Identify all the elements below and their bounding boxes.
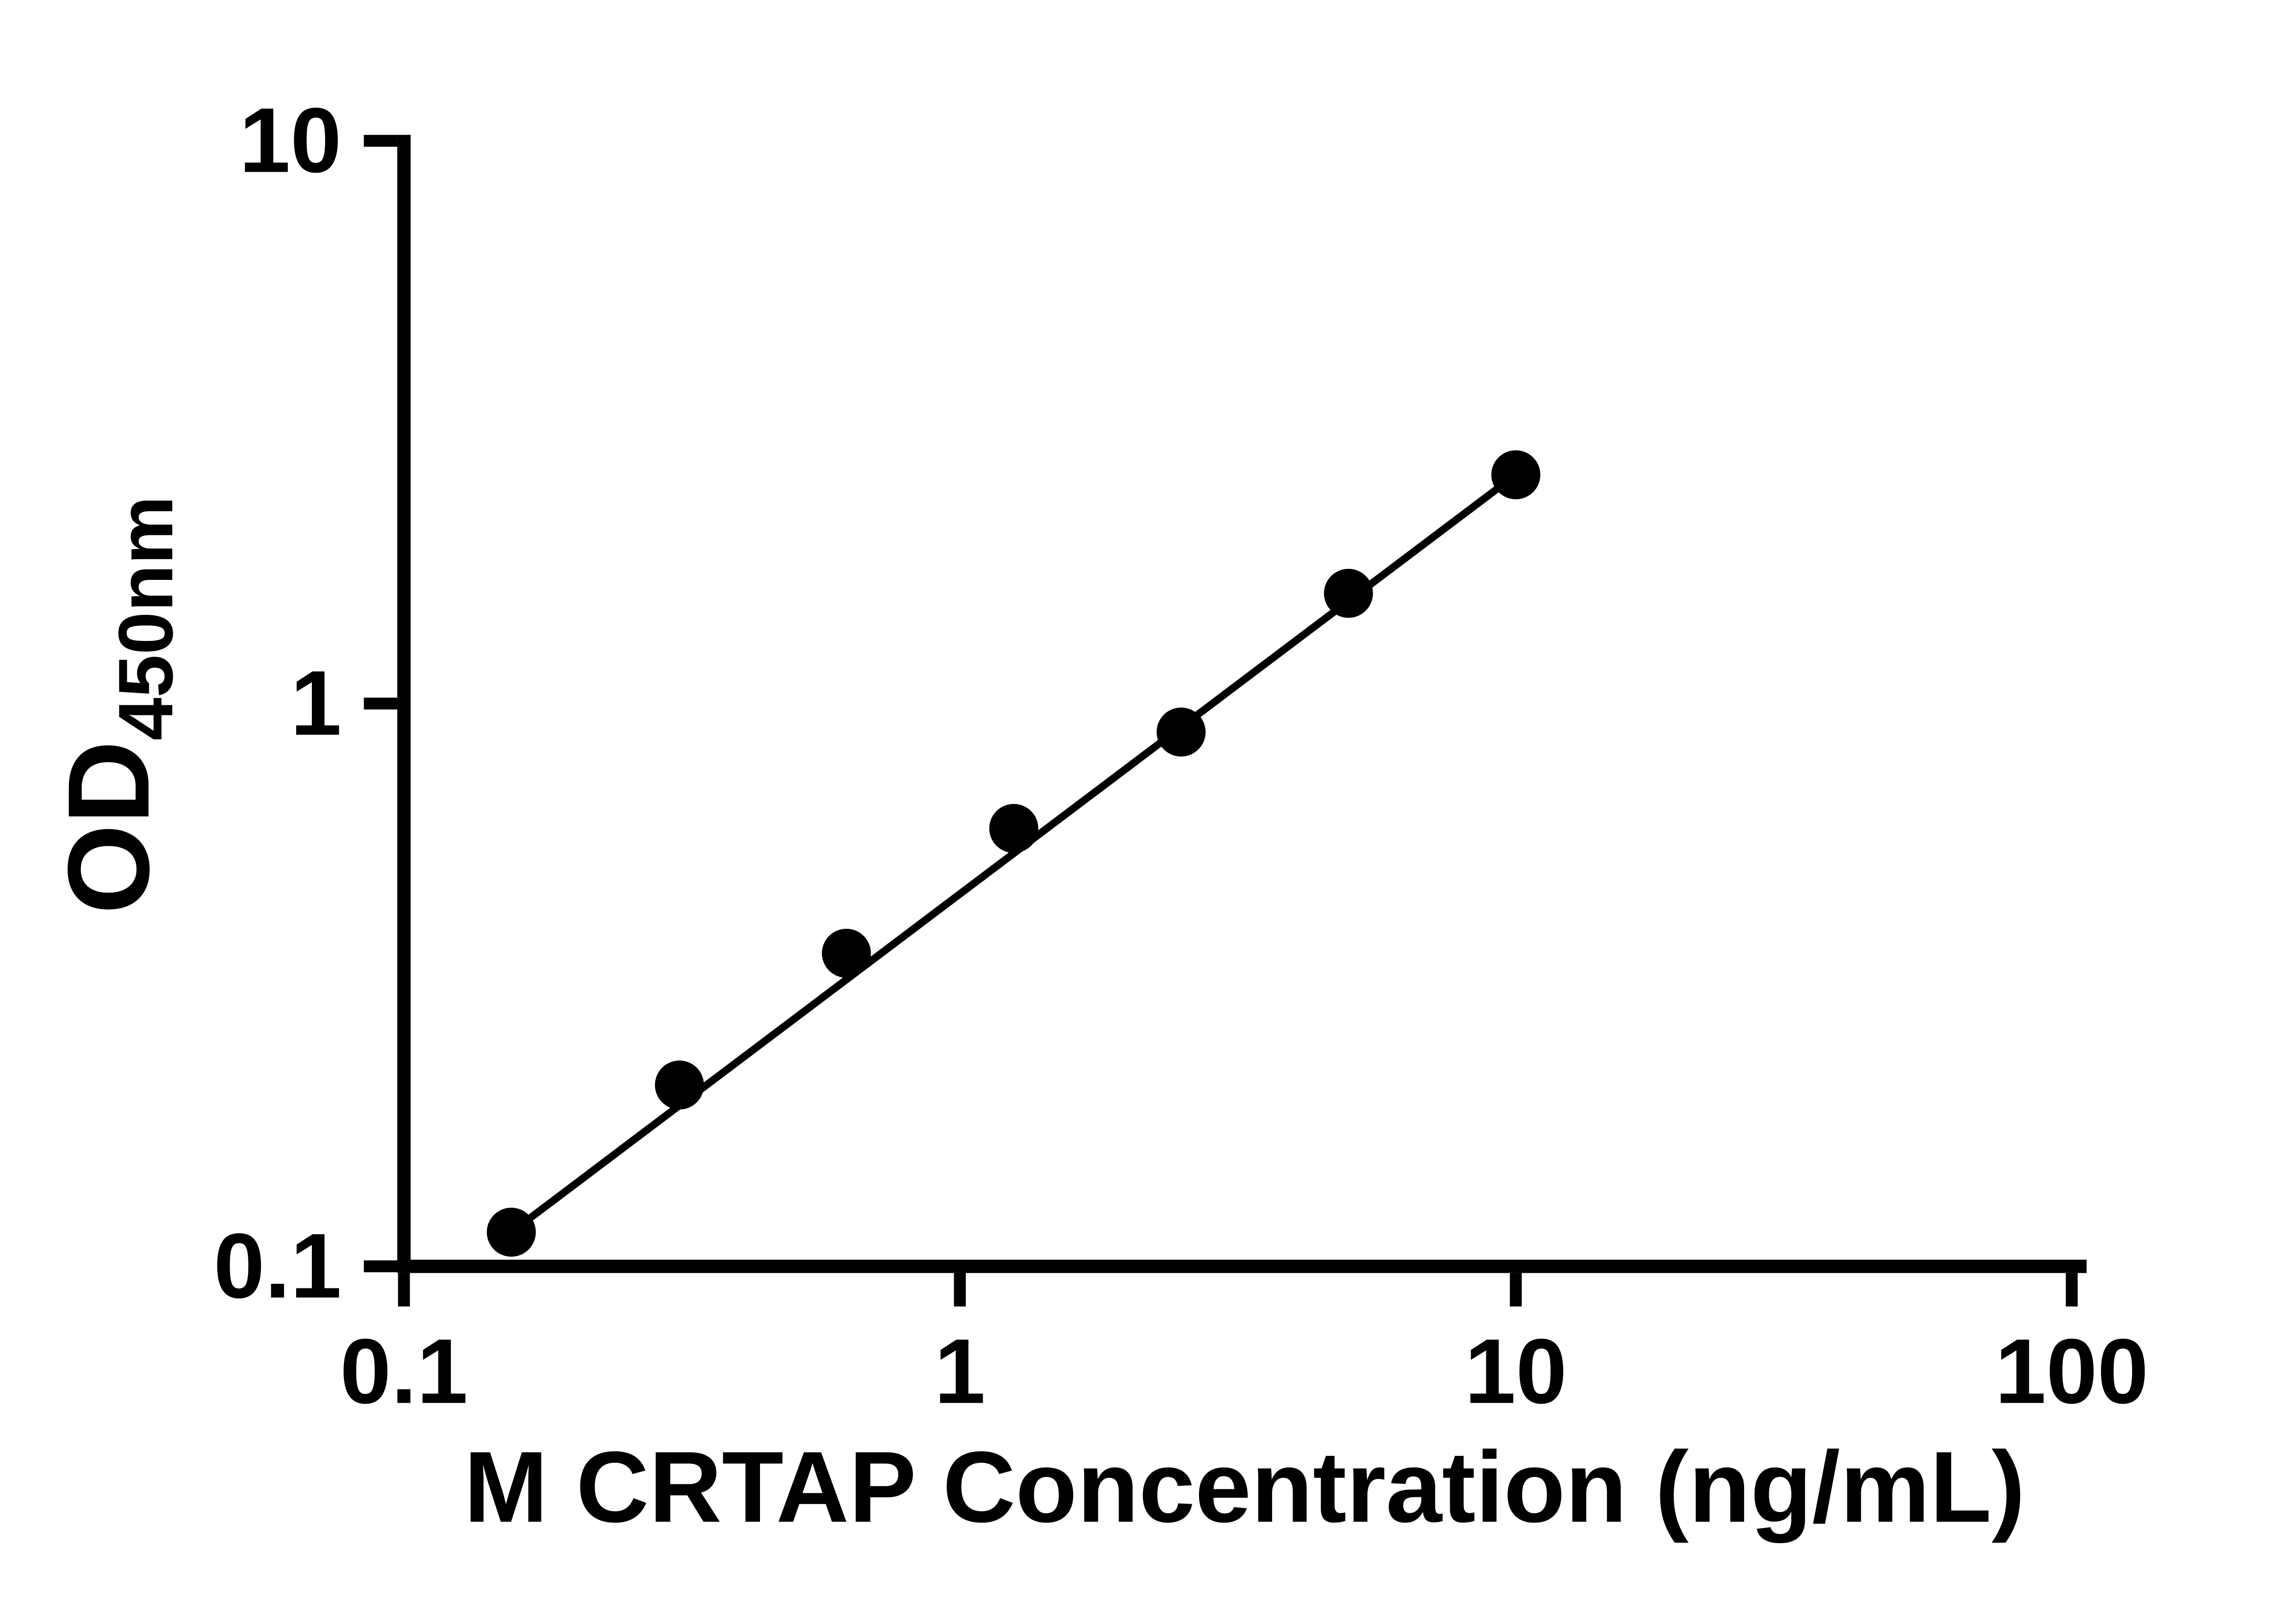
data-point [822, 928, 871, 978]
data-point [1324, 568, 1373, 618]
y-axis-tick-label: 1 [290, 652, 342, 754]
data-point [487, 1208, 536, 1257]
data-point [1491, 450, 1541, 500]
x-axis-tick-label: 10 [1464, 1320, 1567, 1423]
y-axis-title-subscript: 450nm [102, 496, 189, 741]
y-axis-title-base: OD [44, 741, 173, 914]
data-point [989, 803, 1039, 853]
x-axis-tick-label: 1 [934, 1320, 986, 1423]
y-axis-title: OD450nm [44, 496, 189, 914]
data-point [655, 1060, 704, 1110]
axes: 0.1 1 10 100 0.1 1 10 [214, 89, 2149, 1423]
y-axis-tick-label: 10 [239, 89, 342, 192]
x-axis-tick-label: 100 [1995, 1320, 2149, 1423]
y-axis-tick-label: 0.1 [214, 1214, 342, 1317]
data-point [1156, 708, 1206, 757]
x-axis-tick-label: 0.1 [340, 1320, 468, 1423]
x-axis-title: M CRTAP Concentration (ng/mL) [464, 1430, 2025, 1543]
data-series [487, 450, 1541, 1257]
